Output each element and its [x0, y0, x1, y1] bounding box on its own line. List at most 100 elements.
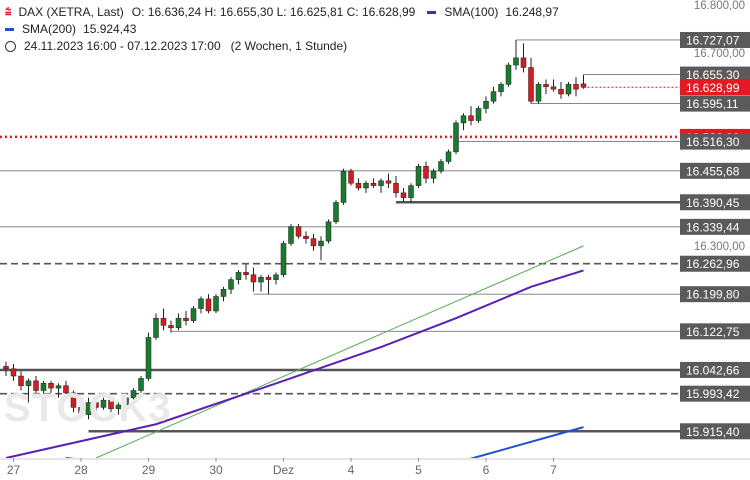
- candle[interactable]: [363, 180, 369, 193]
- candle[interactable]: [168, 320, 174, 333]
- candle[interactable]: [393, 175, 399, 198]
- candle[interactable]: [198, 296, 204, 314]
- candle[interactable]: [235, 269, 242, 285]
- candle[interactable]: [543, 79, 549, 95]
- candle[interactable]: [558, 81, 564, 99]
- candle[interactable]: [325, 219, 332, 244]
- candle[interactable]: [310, 233, 317, 251]
- candle[interactable]: [408, 183, 414, 203]
- trendline[interactable]: [95, 245, 584, 458]
- level-label-box[interactable]: [680, 66, 750, 83]
- candle[interactable]: [468, 106, 474, 126]
- candle[interactable]: [205, 294, 212, 314]
- candle[interactable]: [153, 313, 159, 340]
- candle[interactable]: [55, 383, 62, 398]
- level-label-box[interactable]: [680, 162, 750, 179]
- candle[interactable]: [475, 106, 482, 123]
- level-label-box[interactable]: [680, 194, 750, 211]
- candle[interactable]: [115, 402, 122, 415]
- level-label-box[interactable]: [680, 385, 750, 402]
- candle[interactable]: [243, 264, 249, 280]
- level-label-box[interactable]: [680, 361, 750, 378]
- candle[interactable]: [460, 113, 467, 131]
- candle[interactable]: [18, 371, 24, 391]
- candle[interactable]: [70, 390, 77, 413]
- candle[interactable]: [348, 168, 354, 186]
- candle[interactable]: [438, 159, 444, 174]
- candle[interactable]: [220, 286, 227, 302]
- candle[interactable]: [40, 380, 47, 396]
- level-label-box[interactable]: [680, 218, 750, 235]
- level-lines: [0, 39, 680, 433]
- candle[interactable]: [138, 376, 144, 393]
- chart-legend: ⩭ DAX (XETRA, Last) O: 16.636,24 H: 16.6…: [5, 4, 559, 55]
- candle[interactable]: [415, 163, 422, 189]
- candle[interactable]: [258, 274, 264, 292]
- candle[interactable]: [370, 178, 377, 189]
- candle[interactable]: [573, 77, 579, 97]
- candle[interactable]: [280, 241, 287, 278]
- candle[interactable]: [445, 149, 452, 164]
- level-label-box[interactable]: [680, 255, 750, 272]
- level-label-box[interactable]: [680, 31, 750, 48]
- candle[interactable]: [580, 74, 587, 89]
- candle[interactable]: [85, 397, 92, 420]
- candle[interactable]: [228, 277, 234, 295]
- candle[interactable]: [123, 395, 129, 408]
- candle[interactable]: [400, 188, 407, 202]
- candle[interactable]: [430, 168, 437, 184]
- candle[interactable]: [340, 168, 347, 205]
- candle[interactable]: [100, 397, 107, 410]
- candle[interactable]: [423, 161, 429, 184]
- candle[interactable]: [265, 274, 272, 295]
- candle[interactable]: [318, 236, 324, 261]
- sma200-line[interactable]: [66, 426, 584, 480]
- candle[interactable]: [190, 306, 197, 324]
- candle[interactable]: [535, 81, 542, 104]
- candle[interactable]: [565, 81, 572, 97]
- candle[interactable]: [160, 308, 167, 331]
- candle[interactable]: [273, 272, 279, 285]
- candle[interactable]: [213, 294, 219, 314]
- candle[interactable]: [183, 310, 189, 326]
- sma200-label: SMA(200): [22, 22, 77, 36]
- candle[interactable]: [378, 178, 384, 193]
- candle[interactable]: [250, 267, 257, 292]
- candle[interactable]: [48, 380, 54, 393]
- candle[interactable]: [453, 120, 459, 155]
- level-label-box[interactable]: [680, 286, 750, 303]
- candle[interactable]: [520, 43, 527, 73]
- candle[interactable]: [93, 395, 99, 413]
- candle[interactable]: [145, 332, 152, 381]
- candle[interactable]: [498, 81, 504, 97]
- candle[interactable]: [483, 96, 489, 114]
- level-label-box[interactable]: [680, 133, 750, 150]
- candle[interactable]: [25, 378, 32, 403]
- candle[interactable]: [513, 40, 519, 70]
- candle[interactable]: [355, 178, 362, 191]
- candle[interactable]: [175, 313, 182, 331]
- level-label-box[interactable]: [680, 423, 750, 440]
- sma100-line[interactable]: [5, 269, 584, 458]
- candle[interactable]: [10, 363, 17, 381]
- level-label-box[interactable]: [680, 323, 750, 340]
- x-tick-label: 4: [348, 463, 355, 477]
- candle[interactable]: [550, 79, 557, 92]
- level-label-box[interactable]: [680, 95, 750, 112]
- candle[interactable]: [3, 361, 9, 377]
- level-label-box[interactable]: [680, 79, 750, 96]
- candle[interactable]: [130, 388, 137, 403]
- candle[interactable]: [108, 395, 114, 413]
- candle[interactable]: [385, 173, 392, 189]
- candle[interactable]: [63, 380, 69, 396]
- candle[interactable]: [490, 86, 497, 104]
- candle[interactable]: [33, 376, 39, 393]
- candle[interactable]: [505, 62, 512, 87]
- candle[interactable]: [288, 224, 294, 246]
- candle[interactable]: [333, 200, 339, 225]
- candle[interactable]: [528, 57, 534, 104]
- candle[interactable]: [78, 400, 84, 418]
- candle[interactable]: [303, 231, 309, 244]
- candle[interactable]: [295, 224, 302, 239]
